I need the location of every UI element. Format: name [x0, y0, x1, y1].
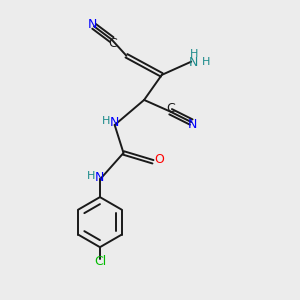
Text: N: N: [95, 171, 104, 184]
Text: Cl: Cl: [94, 255, 106, 268]
Text: N: N: [188, 118, 197, 131]
Text: H: H: [87, 171, 95, 181]
Text: O: O: [154, 153, 164, 166]
Text: H: H: [189, 49, 198, 59]
Text: C: C: [166, 102, 175, 115]
Text: N: N: [189, 56, 198, 69]
Text: N: N: [88, 18, 97, 32]
Text: N: N: [110, 116, 119, 129]
Text: C: C: [108, 37, 117, 50]
Text: H: H: [102, 116, 111, 126]
Text: H: H: [202, 57, 211, 67]
